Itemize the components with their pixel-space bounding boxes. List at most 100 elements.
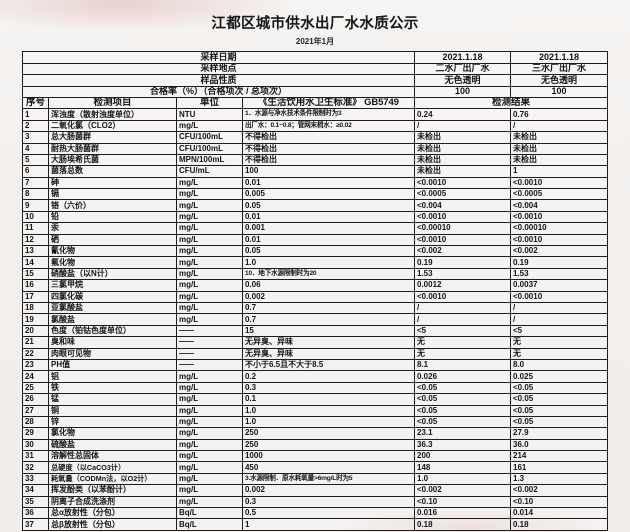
row-result-plant3-cell: <0.0010	[510, 176, 608, 190]
row-unit-cell: mg/L	[175, 484, 243, 497]
row-unit-cell: ——	[175, 347, 243, 360]
row-result-plant3-cell: 1.53	[510, 267, 608, 281]
row-index-cell: 22	[21, 347, 49, 360]
row-unit-cell: mg/L	[175, 267, 243, 281]
row-result-plant3-cell: 未检出	[510, 142, 608, 155]
summary-plant2-value: 2021.1.18	[414, 51, 511, 64]
row-item-name-cell: 总大肠菌群	[47, 131, 177, 144]
row-result-plant3-cell: /	[510, 301, 608, 315]
row-index-cell: 32	[21, 461, 49, 474]
row-unit-cell: NTU	[175, 108, 243, 121]
row-unit-cell: mg/L	[175, 461, 243, 474]
row-result-plant2-cell: <0.0005	[414, 188, 511, 201]
row-index-cell: 37	[21, 518, 49, 531]
row-standard-cell: 0.005	[241, 188, 416, 201]
row-item-name-cell: 氯化物	[47, 427, 177, 440]
table-row: 36 总α放射性（分包） Bq/L 0.5 0.016 0.014	[21, 506, 608, 520]
row-unit-cell: mg/L	[175, 290, 243, 304]
row-unit-cell: CFU/100mL	[175, 131, 243, 144]
row-item-name-cell: 铬（六价）	[47, 199, 177, 212]
row-result-plant2-cell: 0.18	[414, 518, 511, 531]
row-result-plant3-cell: 0.76	[510, 108, 608, 121]
row-item-name-cell: 汞	[47, 222, 177, 235]
row-result-plant3-cell: <0.10	[510, 495, 608, 509]
table-row: 5 大肠埃希氏菌 MPN/100mL 不得检出 未检出 未检出	[21, 153, 608, 167]
row-result-plant2-cell: <0.0010	[414, 290, 511, 304]
table-row: 17 四氯化碳 mg/L 0.002 <0.0010 <0.0010	[21, 290, 608, 304]
table-row: 3 总大肠菌群 CFU/100mL 不得检出 未检出 未检出	[21, 131, 608, 144]
row-standard-cell: 0.002	[241, 484, 416, 497]
row-index-cell: 5	[21, 153, 49, 167]
row-item-name-cell: 色度（铂钴色度单位）	[47, 324, 177, 338]
summary-plant3-value: 100	[510, 85, 608, 98]
row-item-name-cell: 二氧化氯（CLO2）	[47, 119, 177, 133]
row-standard-cell: 0.2	[241, 370, 416, 383]
row-standard-cell: 250	[241, 438, 416, 452]
row-index-cell: 14	[21, 256, 49, 269]
row-unit-cell: mg/L	[175, 450, 243, 463]
row-index-cell: 36	[21, 506, 49, 520]
table-row: 22 肉眼可见物 —— 无异臭、异味无无	[21, 347, 608, 360]
row-item-name-cell: 三氯甲烷	[47, 279, 177, 292]
table-row: 28 锌 mg/L 1.0 <0.05 <0.05	[21, 415, 608, 429]
row-item-name-cell: 镉	[47, 188, 177, 201]
row-unit-cell: mg/L	[175, 438, 243, 452]
row-result-plant2-cell: <0.05	[414, 393, 511, 406]
row-result-plant3-cell: <0.00010	[510, 222, 608, 235]
row-unit-cell: mg/L	[175, 210, 243, 224]
row-standard-cell: 0.06	[241, 279, 416, 292]
column-header-no: 序号	[21, 96, 49, 110]
table-row: 6 菌落总数 CFU/mL 100 未检出 1	[21, 165, 608, 178]
table-row: 26 锰 mg/L 0.1 <0.05 <0.05	[21, 393, 608, 406]
row-result-plant2-cell: <0.00010	[414, 222, 511, 235]
table-row: 7 砷 mg/L 0.01 <0.0010 <0.0010	[21, 176, 608, 190]
row-result-plant2-cell: /	[414, 119, 511, 133]
table-row: 33 耗氧量（CODMn法，以O2计） mg/L 3.水源限制．原水耗氧量>6mg/L…	[21, 472, 608, 486]
row-unit-cell: ——	[175, 358, 243, 372]
row-result-plant2-cell: <5	[414, 324, 511, 338]
row-unit-cell: mg/L	[175, 301, 243, 315]
row-index-cell: 35	[21, 495, 49, 509]
row-standard-cell: 1.0	[241, 256, 416, 269]
row-index-cell: 24	[21, 370, 49, 383]
table-row: 12 硒 mg/L 0.01 <0.0010 <0.0010	[21, 233, 608, 247]
row-standard-cell: 0.3	[241, 381, 416, 395]
row-standard-cell: 无异臭、异味	[241, 336, 416, 349]
row-unit-cell: mg/L	[175, 245, 243, 258]
row-item-name-cell: 氯酸盐	[47, 313, 177, 326]
row-result-plant2-cell: 未检出	[414, 131, 511, 144]
row-standard-cell: 3.水源限制．原水耗氧量>6mg/L时为5	[241, 472, 416, 486]
row-unit-cell: mg/L	[175, 472, 243, 486]
row-index-cell: 10	[21, 210, 49, 224]
table-row: 37 总β放射性（分包） Bq/L 1 0.18 0.18	[21, 518, 608, 531]
row-standard-cell: 不得检出	[241, 153, 416, 167]
row-item-name-cell: 肉眼可见物	[47, 347, 177, 360]
row-unit-cell: mg/L	[175, 415, 243, 429]
column-header-results: 检测结果	[414, 96, 608, 110]
row-standard-cell: 0.001	[241, 222, 416, 235]
row-result-plant3-cell: <0.0005	[510, 188, 608, 201]
table-row: 32 总硬度（以CaCO3计） mg/L 450 148 161	[21, 461, 608, 474]
table-row: 13 氰化物 mg/L 0.05 <0.002 <0.002	[21, 245, 608, 258]
summary-plant2-value: 二水厂出厂水	[414, 62, 511, 76]
row-result-plant2-cell: 未检出	[414, 142, 511, 155]
row-result-plant3-cell: 无	[510, 347, 608, 360]
row-index-cell: 33	[21, 472, 49, 486]
row-item-name-cell: 臭和味	[47, 336, 177, 349]
row-unit-cell: mg/L	[175, 119, 243, 133]
row-unit-cell: mg/L	[175, 176, 243, 190]
row-result-plant3-cell: 0.025	[510, 370, 608, 383]
row-result-plant3-cell: <0.05	[510, 404, 608, 417]
row-unit-cell: mg/L	[175, 233, 243, 247]
row-standard-cell: 1．水源与净水技术条件限制时为3	[241, 108, 416, 121]
table-row: 21 臭和味 —— 无异臭、异味无无	[21, 336, 608, 349]
row-unit-cell: mg/L	[175, 404, 243, 417]
row-result-plant3-cell: 0.014	[510, 506, 608, 520]
row-standard-cell: 不得检出	[241, 142, 416, 155]
summary-row: 采样地点 二水厂出厂水 三水厂出厂水	[21, 62, 608, 76]
row-result-plant2-cell: 无	[414, 347, 511, 360]
row-result-plant2-cell: 200	[414, 450, 511, 463]
summary-plant3-value: 三水厂出厂水	[510, 62, 608, 76]
table-row: 2 二氧化氯（CLO2） mg/L 出厂水：0.1~0.8；管网末梢水：≥0.02//	[21, 119, 608, 133]
row-result-plant2-cell: <0.002	[414, 484, 511, 497]
